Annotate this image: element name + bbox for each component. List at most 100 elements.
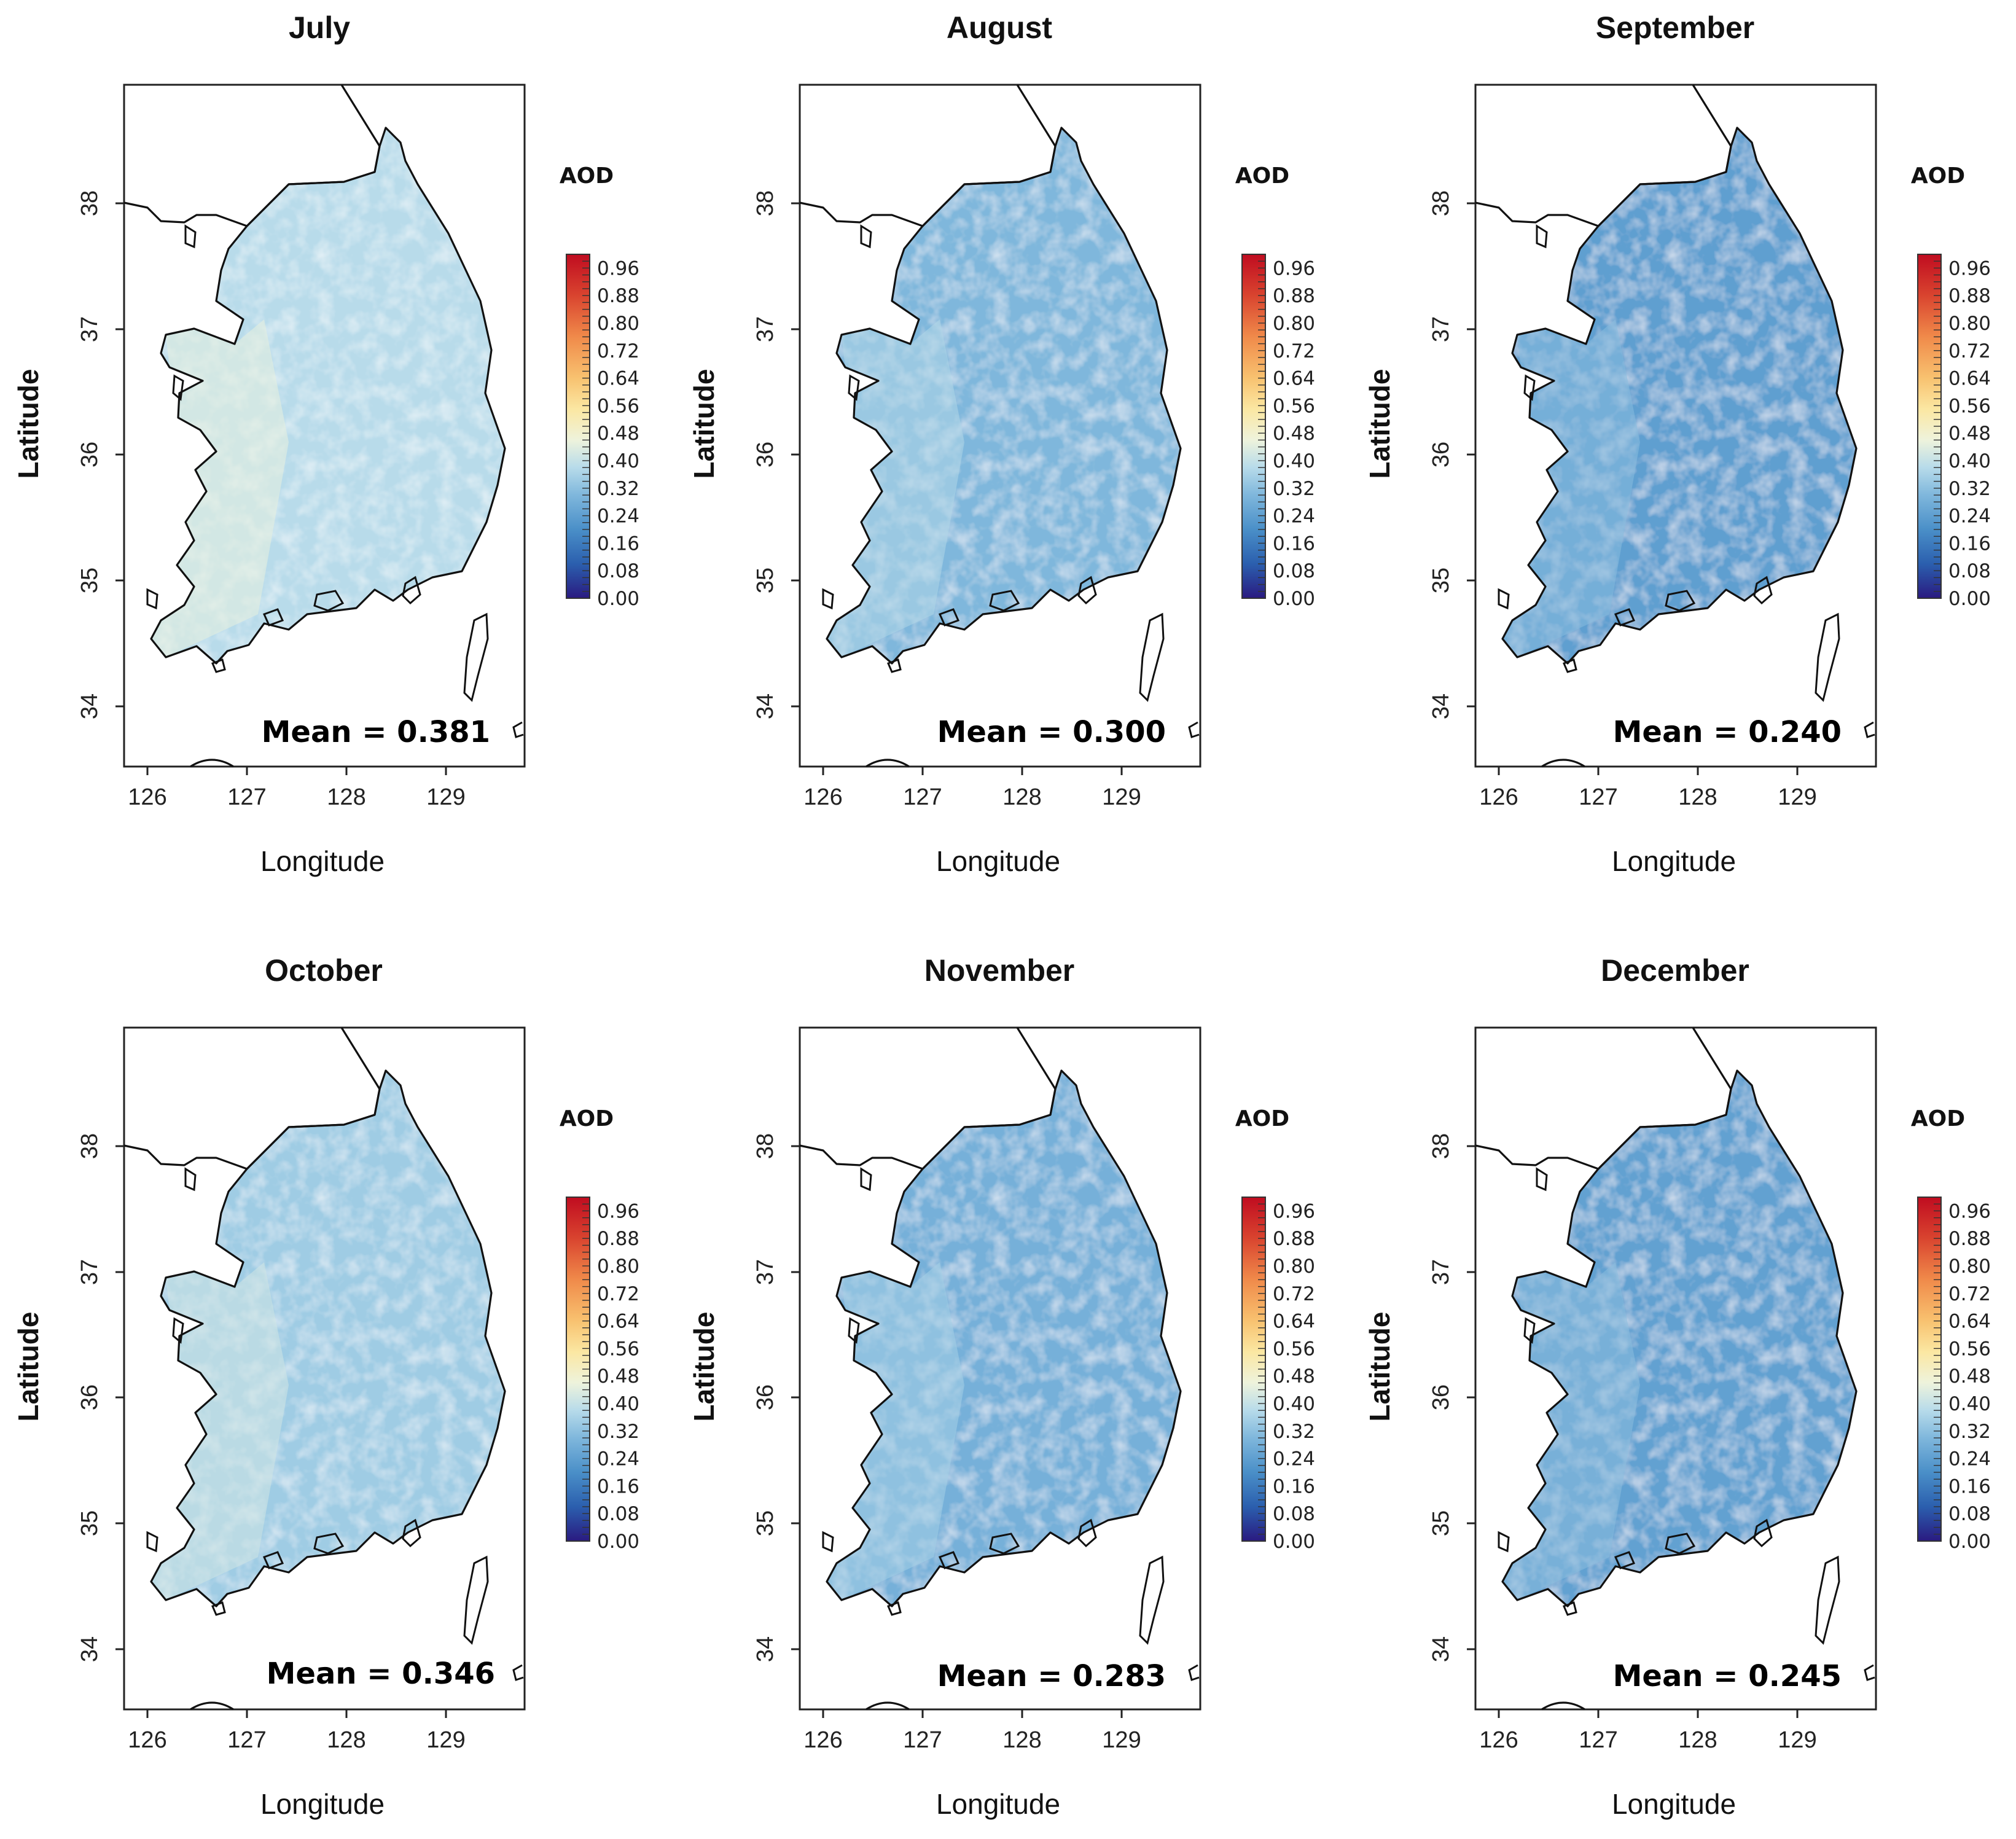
colorbar-tick-label: 0.08	[597, 560, 639, 582]
lon-tick: 127	[903, 1727, 942, 1753]
colorbar-tick-label: 0.64	[597, 368, 639, 390]
island-outline	[1614, 608, 1636, 627]
northern-border-line	[123, 84, 381, 227]
southern-island-arc	[865, 1701, 910, 1711]
island-outline	[989, 590, 1020, 612]
colorbar-tick-label: 0.08	[1948, 1503, 1991, 1525]
lat-tick: 34	[77, 1636, 103, 1662]
colorbar-tick-label: 0.64	[597, 1311, 639, 1333]
lat-tick: 36	[77, 442, 103, 467]
lat-tick: 37	[1428, 316, 1454, 342]
colorbar-tick-label: 0.80	[597, 313, 639, 335]
island-outline	[1523, 374, 1536, 401]
lat-tick: 34	[752, 693, 778, 719]
island-outline	[463, 1555, 489, 1645]
island-outline	[1665, 590, 1696, 612]
colorbar-title: AOD	[1911, 1106, 1965, 1131]
northern-border-line	[1475, 1027, 1732, 1170]
island-outline	[938, 1551, 960, 1569]
coastline	[1475, 84, 1875, 768]
x-axis: 126 127 128 129 Longitude	[1479, 1709, 1817, 1820]
lon-tick: 128	[1002, 1727, 1041, 1753]
lon-tick: 129	[1778, 1727, 1816, 1753]
colorbar-tick-label: 0.80	[597, 1255, 639, 1278]
lon-tick: 126	[128, 1727, 166, 1753]
island-outline	[262, 608, 284, 627]
island-outline	[211, 658, 226, 673]
southern-island-arc	[865, 759, 910, 768]
colorbar-tick-label: 0.48	[597, 1365, 639, 1388]
colorbar-tick-label: 0.40	[597, 450, 639, 472]
lat-tick: 36	[1428, 1384, 1454, 1410]
panel-title: October	[265, 953, 383, 988]
colorbar-tick-label: 0.40	[1273, 450, 1315, 472]
colorbar-tick-label: 0.72	[1948, 340, 1991, 362]
lat-tick: 37	[77, 1259, 103, 1285]
mean-value: Mean = 0.346	[267, 1657, 495, 1691]
mean-value: Mean = 0.300	[937, 715, 1166, 749]
island-outline	[1139, 612, 1165, 702]
lon-tick: 129	[1102, 784, 1141, 810]
panel-september: September 126 127 128 129 Longitude 34 3…	[1364, 10, 1991, 877]
lat-tick: 38	[1428, 1133, 1454, 1159]
panel-title: August	[947, 10, 1053, 45]
island-outline	[1614, 1551, 1636, 1569]
x-axis-label: Longitude	[1612, 845, 1736, 877]
southern-island-arc	[190, 759, 234, 768]
y-axis: 34 35 36 37 38 Latitude	[688, 190, 800, 719]
lat-tick: 35	[1428, 1510, 1454, 1536]
colorbar-tick-label: 0.88	[1273, 285, 1315, 307]
island-outline	[848, 1317, 860, 1344]
y-axis: 34 35 36 37 38 Latitude	[1364, 190, 1475, 719]
island-outline	[1077, 1518, 1097, 1548]
island-outline	[860, 224, 872, 249]
lon-tick: 126	[1479, 784, 1518, 810]
island-outline	[822, 588, 834, 610]
y-axis: 34 35 36 37 38 Latitude	[12, 190, 124, 719]
island-outline	[262, 1551, 284, 1569]
y-axis-label: Latitude	[12, 369, 44, 479]
colorbar-tick-label: 0.48	[1273, 1365, 1315, 1388]
island-outline	[1563, 1601, 1577, 1616]
colorbar-tick-label: 0.08	[1273, 560, 1315, 582]
island-outline	[887, 1601, 902, 1616]
colorbar-tick-label: 0.80	[1948, 1255, 1991, 1278]
colorbar-tick-label: 0.88	[1273, 1228, 1315, 1250]
lon-tick: 127	[1579, 1727, 1617, 1753]
northern-border-line	[799, 84, 1057, 227]
x-axis: 126 127 128 129 Longitude	[1479, 767, 1817, 877]
island-outline	[211, 1601, 226, 1616]
x-axis-label: Longitude	[936, 845, 1060, 877]
peninsula-coastline	[1501, 1069, 1858, 1607]
island-outline	[1563, 658, 1577, 673]
lat-tick: 37	[752, 316, 778, 342]
lat-tick: 37	[1428, 1259, 1454, 1285]
lat-tick: 38	[77, 190, 103, 216]
lat-tick: 36	[77, 1384, 103, 1410]
x-axis: 126 127 128 129 Longitude	[128, 1709, 466, 1820]
island-outline	[1815, 612, 1840, 702]
colorbar-tick-label: 0.40	[597, 1393, 639, 1415]
colorbar-tick-label: 0.96	[1273, 257, 1315, 279]
colorbar-tick-label: 0.08	[597, 1503, 639, 1525]
lat-tick: 37	[752, 1259, 778, 1285]
x-axis: 126 127 128 129 Longitude	[128, 767, 466, 877]
colorbar-tick-label: 0.00	[1273, 1531, 1315, 1553]
colorbar-tick-label: 0.64	[1948, 368, 1991, 390]
island-outline	[1864, 721, 1875, 738]
colorbar-tick-label: 0.00	[1948, 1531, 1991, 1553]
lat-tick: 35	[1428, 568, 1454, 593]
colorbar-tick-label: 0.48	[1273, 423, 1315, 445]
colorbar-tick-label: 0.32	[1273, 1421, 1315, 1443]
island-outline	[860, 1167, 872, 1192]
colorbar-tick-label: 0.96	[597, 257, 639, 279]
colorbar-tick-label: 0.00	[597, 1531, 639, 1553]
island-outline	[1498, 588, 1510, 610]
aod-west-coast-band	[827, 1262, 964, 1600]
y-axis: 34 35 36 37 38 Latitude	[1364, 1133, 1475, 1662]
colorbar-tick-label: 0.72	[1273, 340, 1315, 362]
southern-island-arc	[1541, 759, 1585, 768]
panel-december: December 126 127 128 129 Longitude 34 35…	[1364, 953, 1991, 1820]
colorbar-tick-label: 0.40	[1948, 450, 1991, 472]
